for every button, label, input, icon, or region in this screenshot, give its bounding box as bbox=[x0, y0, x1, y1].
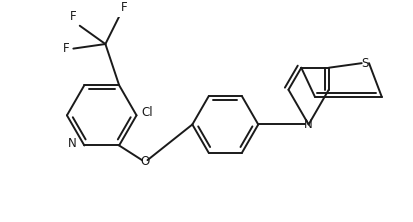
Text: F: F bbox=[63, 42, 69, 55]
Text: N: N bbox=[68, 137, 77, 150]
Text: F: F bbox=[69, 10, 76, 23]
Text: S: S bbox=[361, 57, 368, 70]
Text: Cl: Cl bbox=[141, 106, 152, 119]
Text: O: O bbox=[140, 155, 149, 168]
Text: N: N bbox=[304, 118, 312, 131]
Text: F: F bbox=[121, 1, 127, 14]
